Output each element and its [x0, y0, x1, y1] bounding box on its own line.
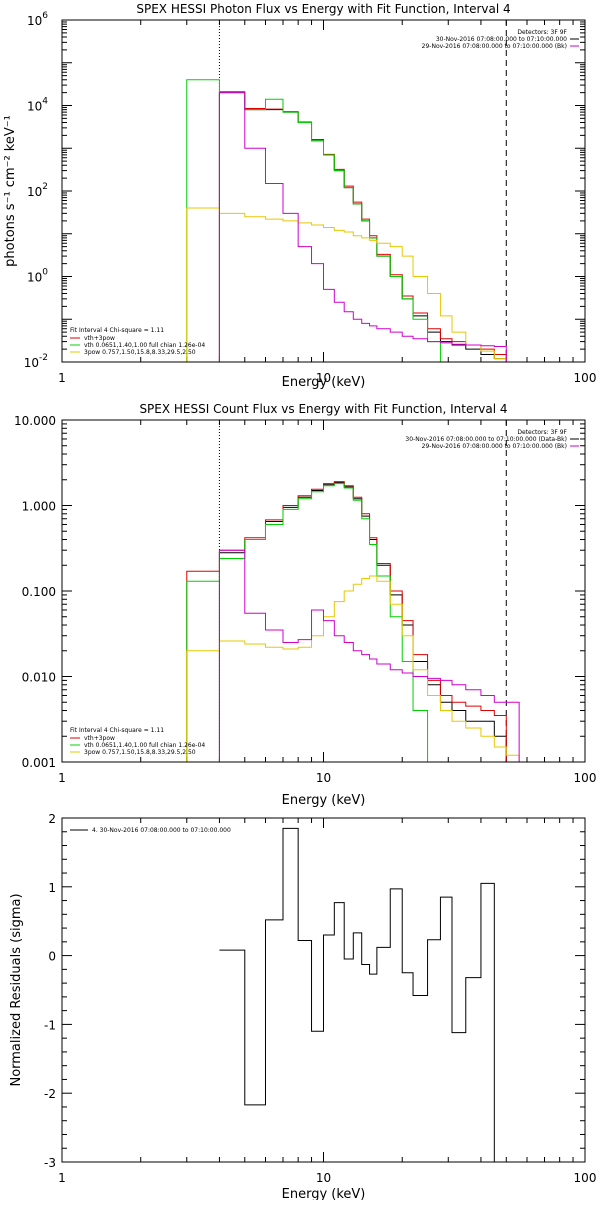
y-tick-exponent: 2: [42, 182, 48, 192]
legend-top-entry: 30-Nov-2016 07:08:00.000 to 07:10:00.000…: [405, 436, 567, 443]
legend-fit-header: Fit Interval 4 Chi-square = 1.11: [70, 727, 164, 734]
y-tick-label: 0: [48, 950, 56, 964]
plot-frame: [61, 19, 586, 363]
x-tick-label: 100: [574, 371, 597, 385]
chart-title: SPEX HESSI Photon Flux vs Energy with Fi…: [136, 2, 510, 16]
y-tick-label: 0.010: [22, 671, 56, 685]
chart-panel-1: SPEX HESSI Photon Flux vs Energy with Fi…: [3, 2, 596, 390]
chart-title: SPEX HESSI Count Flux vs Energy with Fit…: [139, 402, 507, 416]
legend-top-entry: Detectors: 3F 9F: [517, 429, 567, 436]
y-tick-label: -3: [44, 1156, 56, 1170]
data-series: [218, 482, 507, 762]
y-tick-label: 106: [27, 11, 48, 28]
series-group: [186, 481, 531, 762]
residual-series: [219, 827, 507, 1162]
y-tick-base: 10: [27, 14, 42, 28]
plot-frame: [61, 817, 586, 1163]
x-axis-label: Energy (keV): [282, 1187, 366, 1200]
legend-top-entry: 4. 30-Nov-2016 07:08:00.000 to 07:10:00.…: [92, 827, 231, 834]
powerlaw-series: [186, 207, 545, 362]
legend-top-entry: Detectors: 3F 9F: [517, 29, 567, 36]
y-axis-label: Normalized Residuals (sigma): [9, 893, 24, 1086]
total-fit-series: [186, 481, 507, 762]
y-tick-exponent: -2: [39, 353, 48, 363]
total-fit-series: [218, 91, 507, 362]
x-tick-label: 1: [58, 1171, 66, 1185]
y-tick-label: 10.000: [14, 414, 56, 428]
x-tick-label: 1: [58, 771, 66, 785]
y-tick-base: 10: [27, 271, 42, 285]
y-axis-label: photons s⁻¹ cm⁻² keV⁻¹: [3, 115, 18, 267]
chart-panel-2: SPEX HESSI Count Flux vs Energy with Fit…: [14, 402, 596, 808]
thermal-series: [186, 79, 466, 362]
x-tick-label: 100: [574, 1171, 597, 1185]
x-tick-label: 10: [316, 371, 331, 385]
y-tick-label: -1: [44, 1018, 56, 1032]
legend-fit-entry: vth 0.0651,1.40,1.00 full chian 1.26e-04: [84, 342, 205, 349]
y-tick-label: -2: [44, 1087, 56, 1101]
data-series: [218, 92, 507, 362]
series-group: [219, 827, 507, 1162]
y-tick-label: 2: [48, 812, 56, 826]
legend-fit-entry: vth 0.0651,1.40,1.00 full chian 1.26e-04: [84, 742, 205, 749]
background-series: [218, 92, 507, 362]
legend-fit-header: Fit Interval 4 Chi-square = 1.11: [70, 327, 164, 334]
x-axis-label: Energy (keV): [282, 375, 366, 390]
y-tick-label: 10-2: [24, 353, 48, 370]
y-tick-label: 104: [27, 97, 48, 114]
x-tick-label: 10: [316, 771, 331, 785]
y-tick-label: 1: [48, 881, 56, 895]
background-series: [218, 549, 520, 762]
x-axis-label: Energy (keV): [282, 793, 366, 808]
y-tick-exponent: 4: [42, 97, 48, 107]
y-tick-base: 10: [27, 185, 42, 199]
y-tick-label: 100: [27, 268, 48, 285]
y-tick-label: 102: [27, 182, 48, 199]
y-tick-base: 10: [24, 356, 39, 370]
powerlaw-series: [186, 575, 531, 762]
series-group: [186, 79, 545, 362]
legend-fit-entry: 3pow 0.757,1.50,15.8,8.33,29.5,2.50: [84, 749, 196, 756]
y-tick-exponent: 6: [42, 11, 48, 21]
legend-fit-entry: vth+3pow: [84, 735, 115, 742]
y-tick-exponent: 0: [42, 268, 48, 278]
x-tick-label: 100: [574, 771, 597, 785]
legend-fit-entry: vth+3pow: [84, 335, 115, 342]
chart-panel-3: Energy (keV) Normalized Residuals (sigma)…: [9, 812, 597, 1202]
x-tick-label: 10: [316, 1171, 331, 1185]
legend-top-entry: 30-Nov-2016 07:08:00.000 to 07:10:00.000: [436, 36, 567, 43]
y-tick-label: 0.100: [22, 585, 56, 599]
legend-top-entry: 29-Nov-2016 07:08:00.000 to 07:10:00.000…: [422, 443, 567, 450]
x-tick-label: 1: [58, 371, 66, 385]
plot-frame: [61, 419, 586, 763]
legend-fit-entry: 3pow 0.757,1.50,15.8,8.33,29.5,2.50: [84, 349, 196, 356]
y-tick-label: 1.000: [22, 500, 56, 514]
y-tick-base: 10: [27, 100, 42, 114]
legend-top-entry: 29-Nov-2016 07:08:00.000 to 07:10:00.000…: [422, 43, 567, 50]
y-tick-label: 0.001: [22, 756, 56, 770]
